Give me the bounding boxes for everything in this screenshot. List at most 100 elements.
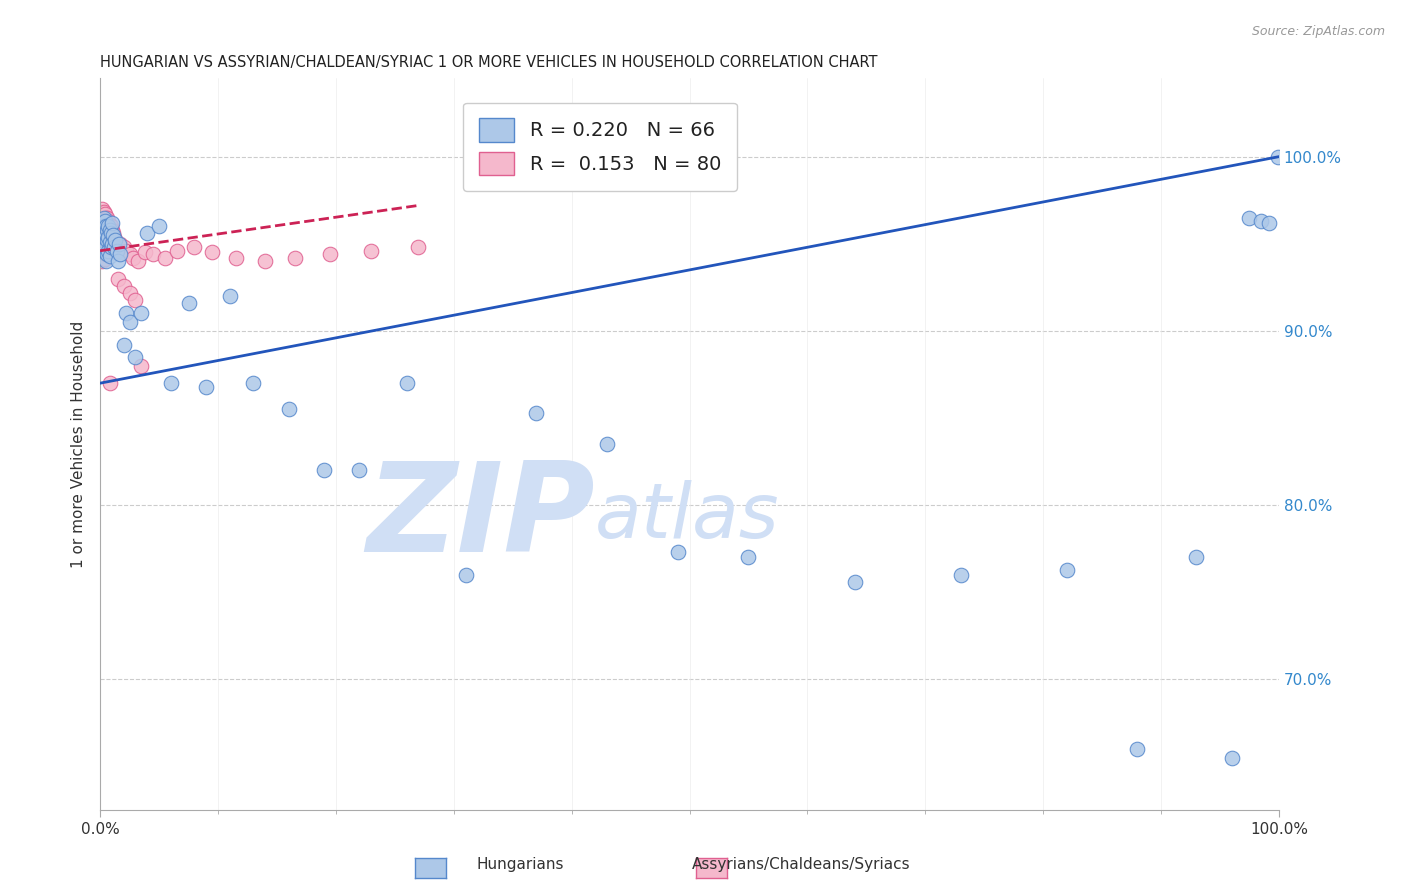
Point: [98, 235, 121, 249]
Point: [91, 202, 114, 216]
Point: [98, 218, 121, 232]
Point: [100, 240, 122, 254]
Point: [101, 227, 124, 241]
Point: [131, 359, 153, 373]
Point: [101, 216, 124, 230]
Point: [93, 223, 115, 237]
Point: [101, 228, 124, 243]
Point: [314, 463, 336, 477]
Point: [93, 240, 115, 254]
Point: [107, 254, 129, 268]
Point: [98, 245, 121, 260]
Point: [596, 437, 619, 451]
Point: [97, 242, 120, 256]
Point: [101, 223, 124, 237]
Point: [101, 242, 124, 256]
Point: [91, 245, 114, 260]
Point: [183, 240, 205, 254]
Point: [94, 219, 117, 234]
Point: [122, 251, 145, 265]
Point: [103, 240, 125, 254]
Point: [127, 254, 149, 268]
Point: [254, 254, 277, 268]
Point: [108, 236, 131, 251]
Point: [118, 247, 141, 261]
Point: [96, 211, 118, 225]
Point: [90, 214, 112, 228]
Point: [118, 315, 141, 329]
Point: [101, 236, 124, 251]
Point: [115, 306, 138, 320]
Point: [98, 227, 121, 241]
Point: [112, 338, 135, 352]
Point: [949, 567, 972, 582]
Point: [97, 229, 120, 244]
Point: [90, 233, 112, 247]
Y-axis label: 1 or more Vehicles in Household: 1 or more Vehicles in Household: [72, 320, 86, 568]
Point: [91, 216, 114, 230]
Text: ZIP: ZIP: [367, 457, 595, 578]
Point: [108, 247, 131, 261]
Point: [100, 227, 122, 241]
Text: atlas: atlas: [595, 480, 780, 554]
Point: [94, 214, 117, 228]
Point: [91, 228, 114, 243]
Point: [94, 225, 117, 239]
Point: [666, 545, 689, 559]
Point: [153, 251, 176, 265]
Point: [93, 231, 115, 245]
Point: [98, 249, 121, 263]
Point: [166, 244, 188, 258]
Point: [94, 225, 117, 239]
Point: [107, 240, 129, 254]
Point: [94, 228, 117, 243]
Point: [94, 252, 117, 267]
Point: [93, 223, 115, 237]
Point: [94, 236, 117, 251]
Point: [108, 236, 131, 251]
Point: [98, 223, 121, 237]
Point: [93, 214, 115, 228]
Point: [100, 219, 122, 234]
Point: [97, 244, 120, 258]
Point: [94, 254, 117, 268]
Point: [107, 271, 129, 285]
Point: [105, 244, 128, 258]
Point: [112, 278, 135, 293]
Point: [104, 233, 127, 247]
Point: [148, 219, 170, 234]
Point: [90, 223, 112, 237]
Point: [90, 223, 112, 237]
Point: [96, 233, 118, 247]
Point: [225, 251, 247, 265]
Point: [94, 216, 117, 230]
Point: [101, 236, 124, 251]
Point: [112, 240, 135, 254]
Point: [1056, 563, 1078, 577]
Point: [94, 207, 117, 221]
Point: [96, 247, 118, 261]
Point: [131, 306, 153, 320]
Point: [1126, 742, 1149, 756]
Point: [94, 242, 117, 256]
Point: [96, 219, 118, 234]
Point: [90, 205, 112, 219]
Point: [104, 233, 127, 247]
Point: [737, 550, 759, 565]
Point: [349, 463, 371, 477]
Text: Hungarians: Hungarians: [477, 857, 564, 872]
Point: [103, 240, 125, 254]
Point: [110, 245, 132, 260]
Point: [195, 379, 218, 393]
Point: [1239, 211, 1261, 225]
Point: [408, 240, 430, 254]
Point: [100, 229, 122, 244]
Point: [98, 235, 121, 249]
Point: [115, 244, 138, 258]
Point: [277, 402, 299, 417]
Point: [1185, 550, 1208, 565]
Text: Assyrians/Chaldeans/Syriacs: Assyrians/Chaldeans/Syriacs: [692, 857, 911, 872]
Point: [284, 251, 307, 265]
Point: [94, 247, 117, 261]
Point: [124, 350, 146, 364]
